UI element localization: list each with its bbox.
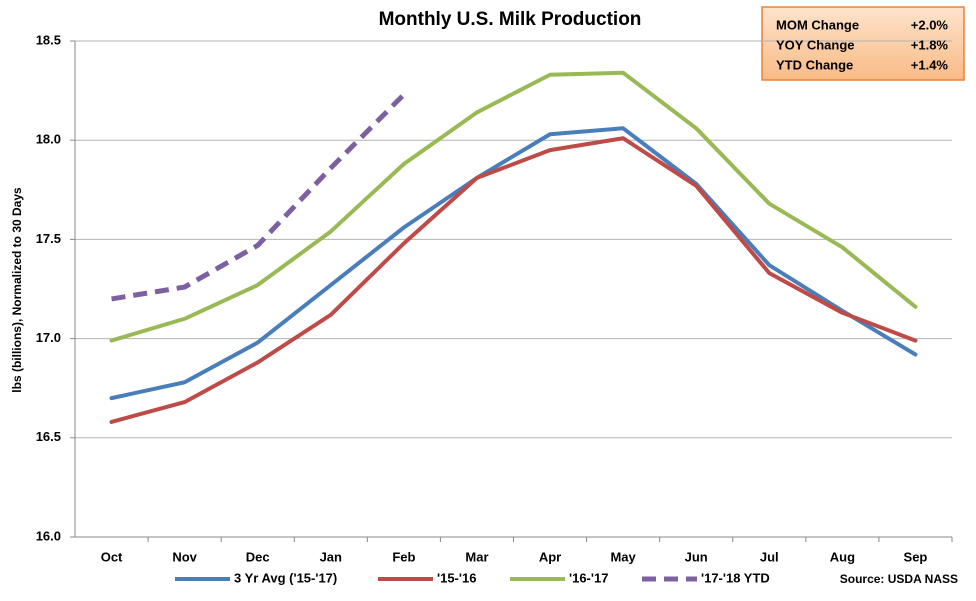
x-tick-label: Aug bbox=[830, 549, 855, 564]
series-line bbox=[109, 70, 918, 343]
series-line bbox=[111, 92, 406, 302]
annotation-value: +1.4% bbox=[911, 57, 949, 72]
annotation-box bbox=[761, 6, 965, 81]
x-tick-label: Mar bbox=[465, 549, 488, 564]
x-tick-label: Jun bbox=[685, 549, 708, 564]
x-tick-label: Feb bbox=[392, 549, 415, 564]
y-tick-label: 18.5 bbox=[36, 32, 61, 47]
x-tick-label: Sep bbox=[904, 549, 928, 564]
y-tick-label: 16.5 bbox=[36, 429, 61, 444]
source: Source: USDA NASS bbox=[840, 572, 958, 586]
x-tick-label: May bbox=[610, 549, 636, 564]
legend-label: '16-'17 bbox=[569, 570, 608, 585]
x-tick-label: Nov bbox=[172, 549, 197, 564]
y-tick-label: 17.0 bbox=[36, 330, 61, 345]
legend-label: '15-'16 bbox=[437, 570, 476, 585]
annotation-label: MOM Change bbox=[776, 17, 859, 32]
y-tick-label: 18.0 bbox=[36, 132, 61, 147]
legend-label: '17-'18 YTD bbox=[701, 570, 770, 585]
annotation-value: +1.8% bbox=[911, 37, 949, 52]
series-line bbox=[109, 126, 918, 401]
x-tick-label: Dec bbox=[246, 549, 270, 564]
x-tick-label: Oct bbox=[101, 549, 123, 564]
chart-title: Monthly U.S. Milk Production bbox=[379, 9, 642, 30]
annotation-label: YOY Change bbox=[776, 37, 855, 52]
y-axis-label: lbs (billions), Normalized to 30 Days bbox=[10, 187, 24, 393]
series-line bbox=[109, 136, 918, 424]
y-tick-label: 16.0 bbox=[36, 528, 61, 543]
y-tick-label: 17.5 bbox=[36, 231, 61, 246]
x-tick-label: Jan bbox=[320, 549, 342, 564]
annotation-value: +2.0% bbox=[911, 17, 949, 32]
x-tick-label: Apr bbox=[539, 549, 561, 564]
legend-label: 3 Yr Avg ('15-'17) bbox=[234, 570, 337, 585]
annotation-label: YTD Change bbox=[776, 57, 853, 72]
x-tick-label: Jul bbox=[760, 549, 779, 564]
